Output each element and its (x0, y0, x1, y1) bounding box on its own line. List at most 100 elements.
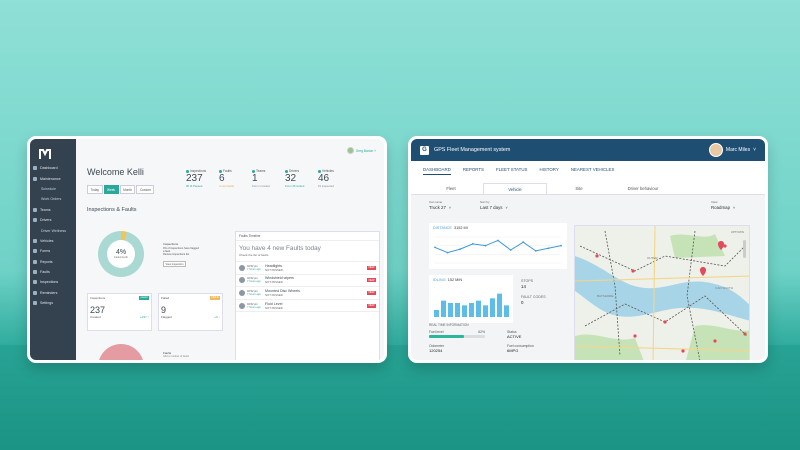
menu-icon (33, 207, 37, 212)
view-filter[interactable]: View Roadmap ˅ (711, 200, 735, 210)
menu-icon (33, 259, 37, 264)
nav-nearest-vehicles[interactable]: NEAREST VEHICLES (570, 167, 615, 172)
tab-fleet[interactable]: Fleet (446, 186, 456, 191)
inspections-card[interactable]: Inspections passd 237 Created +237 ↑ (87, 293, 152, 331)
stat-value: 46 (318, 173, 330, 184)
odometer-label: Odometer (429, 344, 445, 348)
fault-time: 02:52 pm (247, 264, 258, 268)
idling-bar (483, 305, 488, 317)
main-content: Greg Barton ˅ Welcome Kelli Today Week Mon… (76, 139, 384, 360)
idling-bar (497, 293, 502, 317)
failed-card[interactable]: Failed FAILS 9 Flagged +9 ↑ (158, 293, 223, 331)
idling-bar (476, 300, 481, 317)
stat-label: Faults (223, 169, 232, 173)
consumption-value: 6MPG (507, 348, 519, 353)
filter-value: Last 7 days (480, 205, 503, 210)
list-item[interactable]: 02:52 pm 7 hours ago Mounted Disc Wheels NO… (236, 287, 379, 300)
fuel-value: 62% (478, 330, 485, 334)
stat-label: Vehicles (322, 169, 334, 173)
new-badge: NEW (366, 265, 376, 270)
view-inspection-button[interactable]: View inspection (163, 261, 186, 267)
tab-site[interactable]: Site (575, 186, 583, 191)
sidebar-item-dashboard[interactable]: Dashboard (30, 163, 76, 173)
sort-filter[interactable]: Sort by Last 7 days ˅ (480, 200, 508, 210)
sidebar-item-label: Drivers (40, 218, 52, 223)
period-tabs: Today Week Month Custom (87, 185, 155, 194)
distance-series-line (434, 239, 562, 254)
nav-dashboard[interactable]: DASHBOARD (423, 167, 451, 175)
sidebar-item-reminders[interactable]: Reminders (30, 288, 76, 298)
faults-section: Faults Add a number of faults (163, 351, 189, 358)
status-badge: FAILS (209, 295, 220, 300)
list-item[interactable]: 02:52 pm 7 hours ago Windshield wipers NOT … (236, 275, 379, 288)
stat-icon (186, 169, 189, 173)
sidebar-item-label: Driver Wellness (41, 228, 67, 233)
stat-value: 6 (219, 173, 225, 184)
tab-vehicle[interactable]: Vehicle (483, 183, 547, 194)
stat-icon (252, 169, 255, 173)
chevron-down-icon: ˅ (733, 205, 736, 210)
filter-label: View (711, 200, 718, 204)
stops-kpi: STOPS 14 (521, 279, 533, 289)
gps-logo-icon: G (420, 145, 429, 155)
consumption-label: Fuel consumption (507, 344, 534, 348)
tab-today[interactable]: Today (87, 185, 103, 194)
fault-ago: 7 hours ago (247, 280, 261, 284)
avatar (346, 147, 354, 154)
user-name[interactable]: Marc Miles (725, 147, 751, 153)
idling-bar (462, 305, 467, 317)
list-item[interactable]: 02:52 pm 7 hours ago Fluid Level NOT PASSED… (236, 300, 379, 313)
stat-sub: 4 new faults (219, 184, 234, 188)
chevron-down-icon[interactable]: ˅ (753, 147, 756, 153)
sidebar-item-driver-wellness[interactable]: Driver Wellness (30, 225, 76, 235)
tab-custom[interactable]: Custom (136, 185, 155, 194)
sidebar-item-drivers[interactable]: Drivers (30, 215, 76, 225)
inspection-app-window: Dashboard Maintenance Schedule Work Orders T… (27, 136, 387, 363)
fault-name: Headlights (265, 263, 282, 268)
tab-month[interactable]: Month (119, 185, 136, 194)
sidebar-item-work-orders[interactable]: Work Orders (30, 194, 76, 204)
realtime-title: REAL TIME INFORMATION (429, 323, 469, 327)
sidebar-item-schedule[interactable]: Schedule (30, 184, 76, 194)
fault-ago: 7 hours ago (247, 305, 261, 309)
status-badge: passd (139, 295, 149, 300)
sidebar-item-reports[interactable]: Reports (30, 257, 76, 267)
distance-point (547, 247, 550, 250)
sidebar-item-faults[interactable]: Faults (30, 267, 76, 277)
fault-ago: 7 hours ago (247, 292, 261, 296)
tab-driver-behaviour[interactable]: Driver behaviour (627, 186, 659, 191)
list-item[interactable]: 02:52 pm 7 hours ago Headlights NOT PASSED N… (236, 262, 379, 275)
nav-history[interactable]: HISTORY (539, 167, 559, 172)
nav-reports[interactable]: REPORTS (462, 167, 484, 172)
stat-inspections[interactable]: Inspections 237 90 ⊘ Passed (186, 169, 218, 188)
legend-line-2: Review inspections list (163, 253, 190, 256)
stat-sub: From 35 invited (285, 184, 305, 188)
sidebar-item-maintenance[interactable]: Maintenance (30, 173, 76, 183)
distance-point (497, 239, 499, 242)
status-value: ACTIVE (507, 334, 522, 339)
sidebar-item-inspections[interactable]: Inspections (30, 277, 76, 287)
menu-icon (33, 270, 37, 275)
status-label: Status (507, 330, 517, 334)
card-caption: Created (90, 315, 101, 319)
sidebar-item-forms[interactable]: Forms (30, 246, 76, 256)
stat-vehicles[interactable]: Vehicles 46 15 inspected (318, 169, 350, 188)
sidebar-item-vehicles[interactable]: Vehicles (30, 236, 76, 246)
sidebar-item-teams[interactable]: Teams (30, 205, 76, 215)
chevron-down-icon: ˅ (373, 148, 376, 153)
tab-week[interactable]: Week (103, 185, 119, 194)
stat-drivers[interactable]: Drivers 32 From 35 invited (285, 169, 317, 188)
menu-icon (33, 218, 37, 223)
sidebar-item-label: Schedule (41, 186, 56, 191)
filter-label: Sort by (480, 200, 490, 204)
map-label: OUTER (647, 256, 658, 260)
user-menu[interactable]: Greg Barton ˅ (346, 147, 376, 154)
car-filter[interactable]: Car name Truck 27 ˅ (429, 200, 451, 210)
stat-teams[interactable]: Teams 1 From 1 invited (252, 169, 284, 188)
map-scrollbar[interactable] (743, 240, 746, 258)
avatar[interactable] (708, 143, 723, 157)
stat-faults[interactable]: Faults 6 4 new faults (219, 169, 251, 188)
nav-fleet-status[interactable]: FLEET STATUS (495, 167, 528, 172)
fleet-map[interactable]: UPTOWN OUTER BAYSHORE KAN SOUTH (574, 225, 750, 360)
sidebar-item-settings[interactable]: Settings (30, 298, 76, 308)
